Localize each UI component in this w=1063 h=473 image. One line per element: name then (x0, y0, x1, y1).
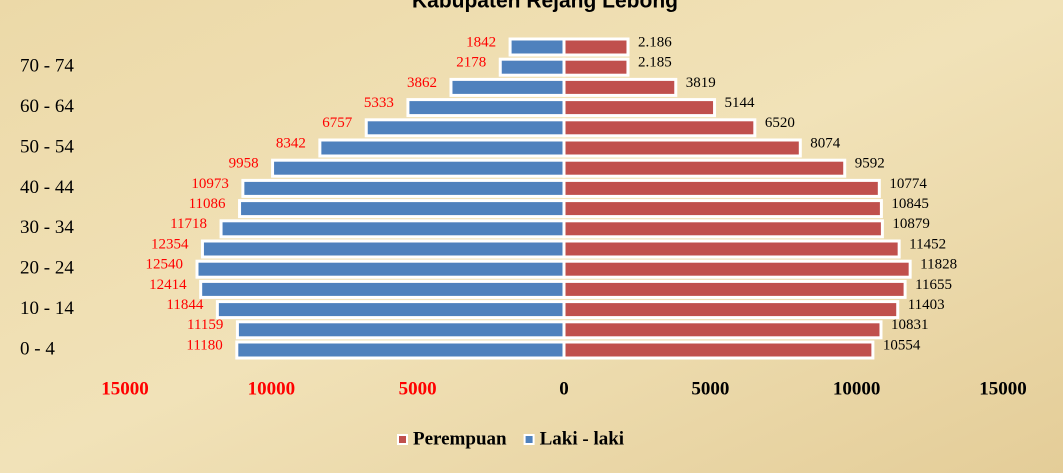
bar (235, 320, 566, 340)
x-tick-label: 15000 (979, 378, 1027, 399)
bar (562, 259, 912, 279)
bar (241, 178, 566, 198)
legend-label: Laki - laki (540, 428, 624, 449)
data-label: 9592 (855, 156, 885, 172)
bar (562, 138, 802, 158)
bar (271, 158, 566, 178)
bar (562, 340, 875, 360)
data-label: 12540 (145, 257, 183, 273)
bar (498, 57, 566, 77)
bar (200, 239, 566, 259)
data-label: 9958 (229, 156, 259, 172)
bar (562, 279, 907, 299)
y-tick-label: 40 - 44 (20, 177, 74, 198)
data-label: 11655 (915, 277, 952, 293)
bar (562, 320, 883, 340)
y-tick-label: 10 - 14 (20, 298, 74, 319)
bar (562, 178, 881, 198)
bar (562, 57, 630, 77)
data-label: 11180 (186, 337, 222, 353)
y-tick-label: 0 - 4 (20, 338, 55, 359)
data-label: 3862 (407, 75, 437, 91)
data-label: 6520 (765, 115, 795, 131)
bar (449, 77, 566, 97)
legend-swatch (523, 434, 535, 445)
y-tick-label: 60 - 64 (20, 96, 74, 117)
data-label: 2178 (456, 55, 486, 71)
data-label: 8342 (276, 135, 306, 151)
data-label: 10831 (891, 317, 929, 333)
x-tick-label: 5000 (399, 378, 437, 399)
bar (235, 340, 566, 360)
data-label: 10774 (889, 176, 927, 192)
bar (562, 118, 757, 138)
bar (562, 37, 630, 57)
data-label: 10879 (892, 216, 930, 232)
data-label: 12354 (151, 236, 189, 252)
x-tick-label: 10000 (833, 378, 881, 399)
data-label: 10973 (191, 176, 229, 192)
data-label: 11086 (189, 196, 226, 212)
data-label: 11844 (166, 297, 203, 313)
data-label: 2.185 (638, 55, 672, 71)
bar (219, 219, 566, 239)
bar (215, 300, 566, 320)
data-label: 5144 (725, 95, 756, 111)
x-tick-label: 10000 (248, 378, 296, 399)
y-tick-label: 50 - 54 (20, 136, 74, 157)
chart-title: Kabupaten Rejang Lebong (412, 0, 678, 13)
data-label: 8074 (810, 135, 841, 151)
data-label: 11718 (170, 216, 207, 232)
bar (562, 239, 901, 259)
y-tick-label: 20 - 24 (20, 258, 74, 279)
bar (562, 300, 900, 320)
bar (562, 199, 883, 219)
y-tick-label: 30 - 34 (20, 217, 74, 238)
data-label: 11403 (908, 297, 945, 313)
y-tick-label: 70 - 74 (20, 56, 74, 77)
data-label: 5333 (364, 95, 394, 111)
bar (318, 138, 566, 158)
bar (562, 77, 678, 97)
bar (364, 118, 566, 138)
x-tick-label: 5000 (691, 378, 729, 399)
data-label: 10554 (883, 337, 921, 353)
data-label: 6757 (322, 115, 353, 131)
bar (562, 98, 717, 118)
bar (406, 98, 566, 118)
legend-swatch (397, 434, 408, 445)
data-label: 11828 (920, 257, 957, 273)
x-tick-label: 15000 (101, 378, 149, 399)
bar (199, 279, 566, 299)
data-label: 3819 (686, 75, 716, 91)
data-label: 12414 (149, 277, 187, 293)
bar (562, 219, 884, 239)
bar (508, 37, 566, 57)
data-label: 10845 (891, 196, 929, 212)
bar (195, 259, 566, 279)
bar (238, 199, 566, 219)
data-label: 11159 (187, 317, 223, 333)
data-label: 1842 (466, 34, 496, 50)
x-tick-label: 0 (559, 378, 569, 399)
bar (562, 158, 847, 178)
legend-label: Perempuan (413, 428, 507, 449)
data-label: 2.186 (638, 34, 672, 50)
data-label: 11452 (909, 236, 946, 252)
